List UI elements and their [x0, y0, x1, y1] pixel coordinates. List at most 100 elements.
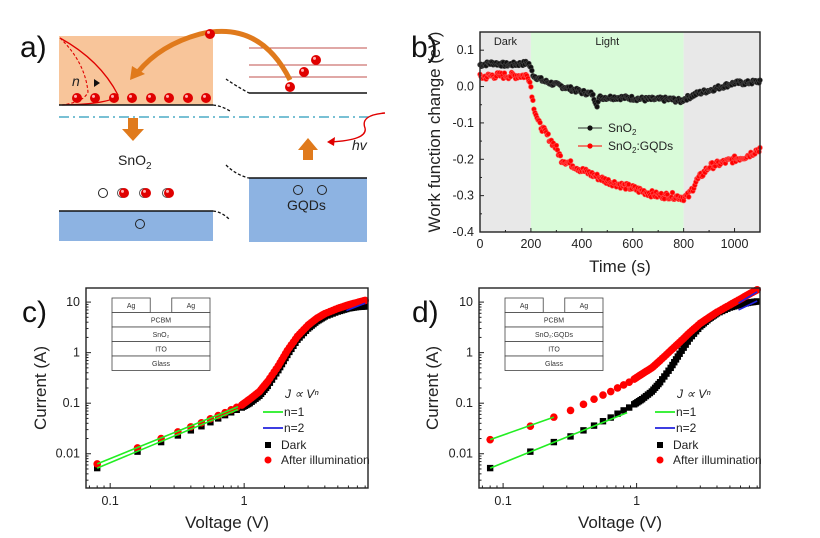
panel-label-b: b)	[411, 31, 438, 64]
d-point-illum	[566, 406, 575, 415]
d-point-dark	[620, 407, 627, 414]
electron-icon	[311, 55, 321, 65]
electron-icon	[109, 93, 119, 103]
d-fit-line	[489, 416, 555, 441]
c-legend-n2: n=2	[284, 421, 305, 435]
b-point	[669, 189, 676, 196]
b-xtick-label: 1000	[721, 237, 749, 251]
panel-label-a: a)	[20, 31, 47, 64]
electron-icon	[141, 188, 151, 198]
b-ytick-label: 0.0	[457, 80, 474, 94]
d-fit-line	[489, 411, 628, 469]
c-ytick-label: 10	[66, 295, 80, 309]
c-fit-line	[346, 302, 366, 312]
electron-icon	[205, 29, 215, 39]
inset-layer	[111, 355, 211, 371]
c-ytick-label: 0.01	[56, 447, 80, 461]
b-xtick-label: 200	[520, 237, 541, 251]
electron-icon	[164, 188, 174, 198]
panel-label-d: d)	[412, 296, 439, 329]
b-point	[545, 131, 551, 137]
carrier-density-curve	[59, 37, 119, 106]
d-legend-dark: Dark	[673, 438, 699, 452]
b-series-SnO2	[477, 58, 763, 110]
inset-layer-label: Glass	[545, 361, 563, 368]
inset-layer-label: ITO	[548, 347, 560, 354]
snO2-label: SnO2	[118, 152, 152, 172]
gqd-electrons	[205, 29, 321, 92]
b-ylabel: Work function change (eV)	[425, 32, 444, 233]
c-ytick-label: 0.1	[63, 396, 80, 410]
d-ytick-label: 1	[466, 346, 473, 360]
d-point-illum	[486, 435, 494, 444]
b-point	[557, 153, 564, 159]
c-legend-formula: J ∝ Vⁿ	[284, 387, 319, 401]
gqd-valence-band	[249, 178, 367, 242]
snO2-electrons	[72, 93, 211, 103]
panel-b-chart: b) Dark Light 0 200 400 600 800 1000 -0.4 -0.3 -0…	[411, 31, 763, 276]
electron-icon	[285, 82, 295, 92]
inset-layer	[504, 355, 604, 371]
d-legend-formula: J ∝ Vⁿ	[676, 387, 711, 401]
d-point-dark	[599, 418, 607, 425]
band-bending-dashed	[212, 104, 231, 112]
b-point	[567, 158, 574, 164]
c-legend-illum: After illumination	[281, 453, 370, 467]
b-ytick-label: -0.3	[452, 189, 474, 203]
c-xlabel: Voltage (V)	[185, 513, 269, 532]
panel-label-c: c)	[22, 296, 47, 329]
b-ytick-label: -0.4	[452, 225, 474, 239]
b-legend-marker-gqds	[587, 143, 593, 149]
b-point	[537, 119, 543, 126]
down-arrow-icon	[122, 118, 144, 141]
d-xlabel: Voltage (V)	[578, 513, 662, 532]
c-xtick-label: 0.1	[101, 494, 118, 508]
b-point	[529, 67, 535, 74]
c-ylabel: Current (A)	[31, 346, 50, 430]
d-ylabel: Current (A)	[423, 346, 442, 430]
d-legend-n1: n=1	[676, 405, 697, 419]
b-point	[528, 84, 534, 90]
b-xtick-label: 800	[673, 237, 694, 251]
gqd-band-bending-dashed	[225, 78, 250, 94]
carrier-density-curve-dashed	[59, 37, 89, 106]
b-data	[477, 58, 763, 204]
c-ytick-label: 1	[73, 346, 80, 360]
d-legend-dark-marker	[657, 442, 663, 448]
b-point	[527, 79, 533, 85]
gqd-homo-bending-dashed	[225, 164, 250, 179]
vb-bending-dashed	[212, 210, 230, 220]
c-device-inset: Ag Ag PCBM SnO₂ ITO Glass	[111, 297, 211, 371]
b-legend-label-snO2: SnO2	[608, 121, 637, 137]
d-legend-illum-marker	[656, 456, 664, 464]
b-region-label: Dark	[494, 36, 518, 48]
inset-ag-label: Ag	[580, 303, 589, 310]
b-ytick-label: -0.1	[452, 116, 474, 130]
c-legend-illum-marker	[264, 456, 272, 464]
inset-layer-label: ITO	[155, 347, 167, 354]
d-ytick-label: 0.01	[449, 447, 473, 461]
panel-a-schematic: a) n SnO2 hv	[20, 28, 386, 242]
b-legend[interactable]: SnO2 SnO2:GQDs	[578, 121, 673, 155]
d-point-illum	[590, 395, 598, 403]
c-fit-line	[96, 408, 239, 469]
c-legend-n1: n=1	[284, 405, 305, 419]
inset-layer-label: PCBM	[151, 318, 171, 325]
b-point	[594, 104, 600, 110]
b-point	[686, 194, 692, 200]
d-point-dark	[607, 414, 614, 421]
panel-d-chart: d) 0.1 1 0.01 0.1 1 10 Ag Ag PCBM SnO₂:GQDs ITO Gl…	[412, 286, 762, 532]
c-axes: 0.1 1 0.01 0.1 1 10	[56, 287, 369, 508]
b-region-label: Light	[595, 36, 619, 48]
d-axes: 0.1 1 0.01 0.1 1 10	[449, 287, 761, 508]
b-legend-label-gqds: SnO2:GQDs	[608, 139, 673, 155]
electron-icon	[183, 93, 193, 103]
d-fit-line	[738, 300, 758, 311]
electron-icon	[201, 93, 211, 103]
d-legend-n2: n=2	[676, 421, 697, 435]
electron-icon	[146, 93, 156, 103]
d-ytick-label: 0.1	[456, 396, 473, 410]
